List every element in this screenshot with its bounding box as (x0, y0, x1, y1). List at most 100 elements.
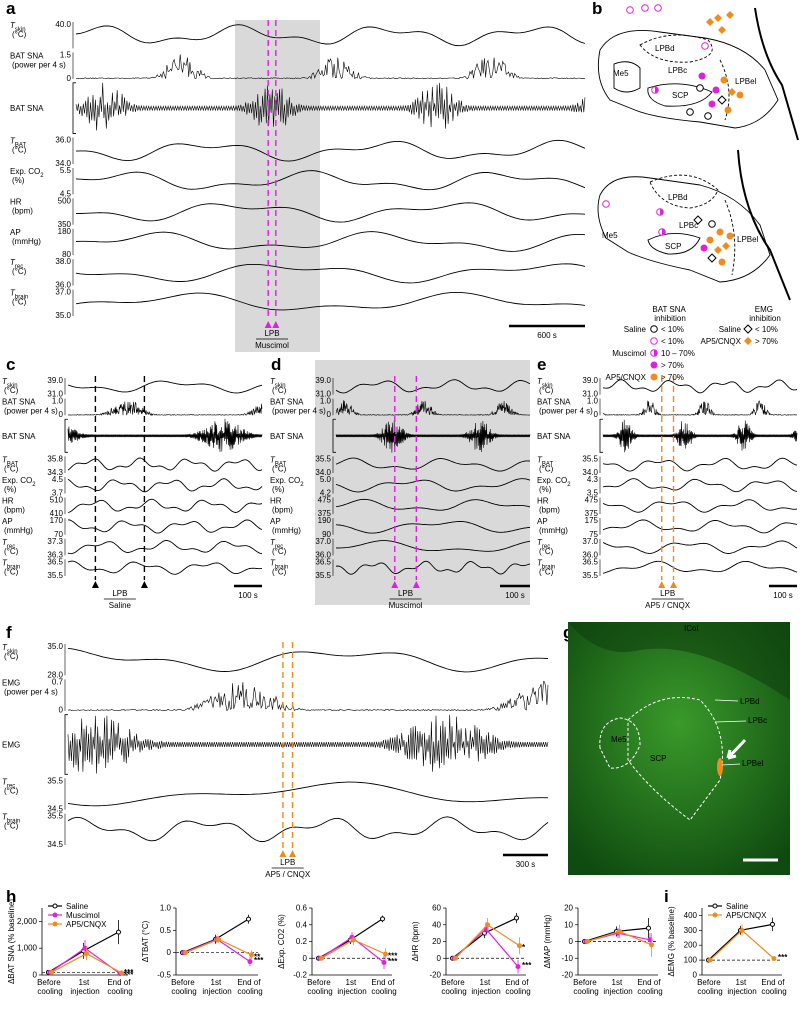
legend-marker (52, 903, 58, 909)
label-subscript: brain (542, 564, 555, 570)
label-subscript: 2 (567, 482, 571, 488)
channel-label: TBAT (2, 455, 18, 467)
injection-site: LPB (660, 589, 675, 598)
anatomy-outline (647, 83, 713, 107)
x-tick-label: End of cooling (761, 978, 786, 996)
y-tick-label: -10 (561, 954, 573, 963)
injection-marker (272, 321, 280, 328)
legend-label: Saline (726, 902, 749, 911)
region-label: LPBc (748, 716, 767, 725)
anatomy-outline (737, 149, 791, 301)
site-muscimol-strong (708, 100, 716, 108)
channel-label: Tbrain (2, 813, 20, 825)
tick-label: 35.5 (315, 454, 331, 463)
tick-label: 35.0 (47, 642, 63, 651)
label-name: HR (2, 497, 14, 506)
panel-letter: c (6, 355, 15, 374)
channel-label: HR (2, 497, 14, 506)
channel-unit: (power per 4 s) (272, 407, 326, 416)
label-symbol: T (10, 137, 16, 146)
site-emg-ap5 (722, 242, 730, 250)
channel-label: BAT SNA (270, 432, 304, 441)
label-subscript: brain (7, 564, 20, 570)
scale-bracket (599, 418, 603, 453)
channel-unit: (°C) (272, 386, 287, 395)
site-ap5 (716, 228, 724, 236)
label-subscript: BAT (275, 461, 287, 467)
data-point (183, 950, 188, 956)
trace (602, 457, 798, 472)
channel-unit: (bpm) (12, 206, 33, 215)
channel-unit: (°C) (539, 567, 554, 576)
channel-unit: (°C) (12, 30, 27, 39)
tick-label: 36.3 (47, 550, 63, 559)
trace (602, 478, 798, 493)
channel-unit: (°C) (4, 786, 19, 795)
y-tick-label: -0.2 (293, 971, 307, 980)
channel-unit: (°C) (4, 567, 19, 576)
label-leader (714, 720, 747, 723)
data-point (585, 939, 590, 944)
y-tick-label: 400 (684, 911, 698, 920)
tick-label: 80 (62, 250, 71, 259)
label-subscript: skin (15, 27, 26, 33)
injection-marker (140, 581, 148, 588)
label-subscript: rec (542, 544, 550, 550)
tick-label: 500 (58, 196, 72, 205)
label-symbol: T (270, 558, 276, 567)
site-emg-ap5 (706, 18, 714, 26)
channel-label: Tskin (10, 21, 26, 33)
x-tick-label: 1st injection (70, 978, 99, 996)
site-saline (708, 220, 716, 228)
y-axis-title: ΔEMG (% baseline) (667, 906, 676, 977)
shaded-region (315, 360, 530, 605)
data-point (707, 957, 713, 963)
data-point (319, 955, 324, 961)
anatomy-outline (649, 174, 719, 209)
trace (75, 139, 586, 162)
trace (67, 519, 263, 534)
tick-label: 35.5 (47, 812, 63, 821)
channel-unit: (°C) (4, 652, 19, 661)
tick-label: 36.0 (582, 550, 598, 559)
region-label: SCP (665, 242, 681, 251)
data-point (249, 952, 254, 958)
channel-unit: (%) (539, 485, 552, 494)
channel-unit: (%) (12, 176, 25, 185)
channel-label: Exp. CO2 (537, 476, 571, 488)
trace (75, 54, 586, 80)
label-symbol: T (270, 455, 276, 464)
trace (67, 401, 263, 417)
tick-label: 34.0 (315, 468, 331, 477)
legend-group: Saline (719, 325, 742, 334)
label-name: BAT SNA (270, 398, 304, 407)
trace (602, 499, 798, 513)
tick-label: 0 (327, 410, 332, 419)
label-name: BAT SNA (537, 398, 571, 407)
legend-group: AP5/CNQX (606, 373, 647, 382)
scale-bracket (332, 418, 336, 453)
anatomy-outline (639, 34, 713, 63)
trace (67, 380, 263, 394)
tick-label: 180 (58, 227, 72, 236)
scale-bracket (64, 714, 68, 775)
tick-label: 37.0 (55, 288, 71, 297)
channel-unit: (mmHg) (12, 237, 41, 246)
label-subscript: skin (542, 383, 553, 389)
label-subscript: 2 (300, 482, 304, 488)
injection-site: LPB (398, 589, 413, 598)
channel-label: Exp. CO2 (2, 476, 36, 488)
x-tick-label: 1st injection (337, 978, 366, 996)
y-tick-label: 0 (167, 948, 172, 957)
tick-label: 375 (318, 509, 332, 518)
tick-label: 35.5 (47, 571, 63, 580)
scale-label: 100 s (505, 591, 525, 600)
region-label: Me5 (613, 69, 629, 78)
anatomy-outline (724, 199, 736, 276)
tick-label: 31.0 (582, 390, 598, 399)
legend-label: Saline (66, 902, 89, 911)
trace (602, 400, 798, 416)
x-tick-label: End of cooling (237, 978, 262, 996)
label-name: HR (10, 197, 22, 206)
tick-label: 0.7 (52, 677, 64, 686)
